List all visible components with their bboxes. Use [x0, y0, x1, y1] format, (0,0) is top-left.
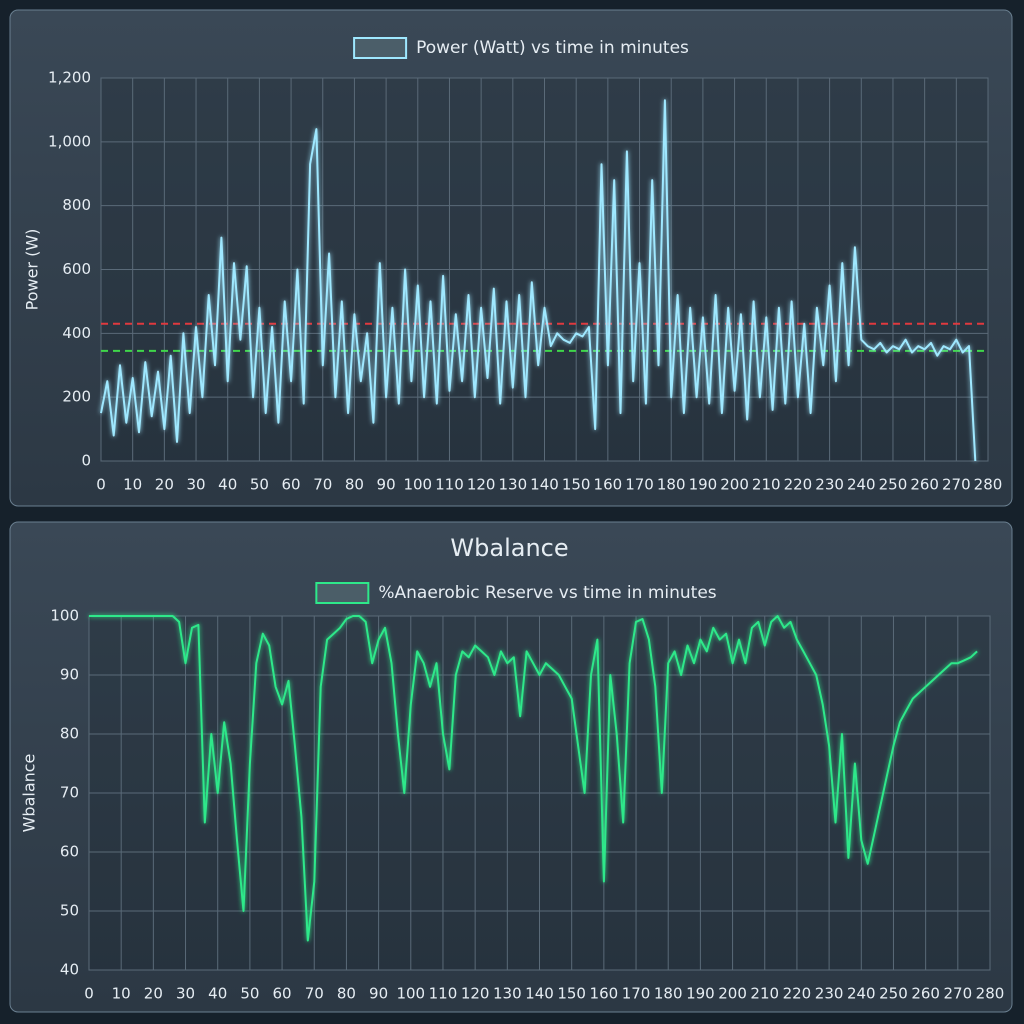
x-tick-label: 140: [530, 476, 559, 494]
x-tick-label: 250: [879, 985, 908, 1003]
x-tick-label: 70: [313, 476, 332, 494]
x-tick-label: 120: [461, 985, 490, 1003]
x-tick-label: 80: [345, 476, 364, 494]
x-tick-label: 200: [718, 985, 747, 1003]
x-tick-label: 50: [250, 476, 269, 494]
legend-label: %Anaerobic Reserve vs time in minutes: [378, 583, 716, 603]
x-tick-label: 60: [273, 985, 292, 1003]
x-tick-label: 160: [594, 476, 623, 494]
x-tick-label: 200: [720, 476, 749, 494]
x-tick-label: 10: [123, 476, 142, 494]
x-tick-label: 270: [944, 985, 973, 1003]
x-tick-label: 180: [657, 476, 686, 494]
y-tick-label: 1,200: [48, 69, 91, 87]
x-tick-label: 240: [847, 476, 876, 494]
x-tick-label: 260: [910, 476, 939, 494]
x-tick-label: 10: [112, 985, 131, 1003]
x-tick-label: 170: [625, 476, 654, 494]
x-tick-label: 100: [403, 476, 432, 494]
x-tick-label: 240: [847, 985, 876, 1003]
x-tick-label: 170: [622, 985, 651, 1003]
x-tick-label: 230: [815, 476, 844, 494]
y-tick-label: 600: [62, 260, 91, 278]
x-tick-label: 210: [752, 476, 781, 494]
x-tick-label: 140: [525, 985, 554, 1003]
data-line: [100, 99, 977, 462]
data-line: [89, 615, 978, 942]
x-tick-label: 230: [815, 985, 844, 1003]
x-tick-label: 110: [435, 476, 464, 494]
x-tick-label: 220: [783, 985, 812, 1003]
x-tick-label: 150: [557, 985, 586, 1003]
x-tick-label: 280: [974, 476, 1003, 494]
x-tick-label: 60: [282, 476, 301, 494]
x-tick-label: 30: [176, 985, 195, 1003]
y-tick-label: 50: [60, 902, 79, 920]
legend-swatch: [353, 37, 408, 59]
y-tick-label: 400: [62, 324, 91, 342]
x-tick-label: 190: [689, 476, 718, 494]
x-tick-label: 90: [369, 985, 388, 1003]
x-tick-label: 70: [305, 985, 324, 1003]
y-tick-label: 200: [62, 388, 91, 406]
x-tick-label: 250: [879, 476, 908, 494]
x-tick-label: 30: [186, 476, 205, 494]
x-tick-label: 150: [562, 476, 591, 494]
x-tick-label: 220: [784, 476, 813, 494]
y-tick-label: 90: [60, 666, 79, 684]
x-tick-label: 20: [144, 985, 163, 1003]
x-tick-label: 110: [429, 985, 458, 1003]
x-tick-label: 210: [750, 985, 779, 1003]
x-tick-label: 40: [208, 985, 227, 1003]
x-tick-label: 180: [654, 985, 683, 1003]
x-tick-label: 40: [218, 476, 237, 494]
chart-title: Wbalance: [450, 534, 568, 562]
y-tick-label: 60: [60, 843, 79, 861]
x-tick-label: 130: [499, 476, 528, 494]
x-tick-label: 260: [911, 985, 940, 1003]
y-tick-label: 40: [60, 961, 79, 979]
y-tick-label: 1,000: [48, 132, 91, 150]
x-tick-label: 160: [590, 985, 619, 1003]
y-axis-label: Wbalance: [20, 754, 39, 833]
x-tick-label: 90: [377, 476, 396, 494]
x-tick-label: 270: [942, 476, 971, 494]
y-axis-label: Power (W): [23, 229, 42, 311]
x-tick-label: 130: [493, 985, 522, 1003]
y-tick-label: 80: [60, 725, 79, 743]
x-tick-label: 280: [976, 985, 1005, 1003]
x-tick-label: 0: [96, 476, 106, 494]
legend-swatch: [315, 582, 370, 604]
legend-label: Power (Watt) vs time in minutes: [416, 38, 689, 58]
x-tick-label: 100: [396, 985, 425, 1003]
y-tick-label: 70: [60, 784, 79, 802]
x-tick-label: 190: [686, 985, 715, 1003]
y-tick-label: 0: [81, 452, 91, 470]
y-tick-label: 800: [62, 196, 91, 214]
x-tick-label: 20: [155, 476, 174, 494]
x-tick-label: 120: [467, 476, 496, 494]
x-tick-label: 0: [84, 985, 94, 1003]
x-tick-label: 50: [240, 985, 259, 1003]
y-tick-label: 100: [50, 607, 79, 625]
x-tick-label: 80: [337, 985, 356, 1003]
